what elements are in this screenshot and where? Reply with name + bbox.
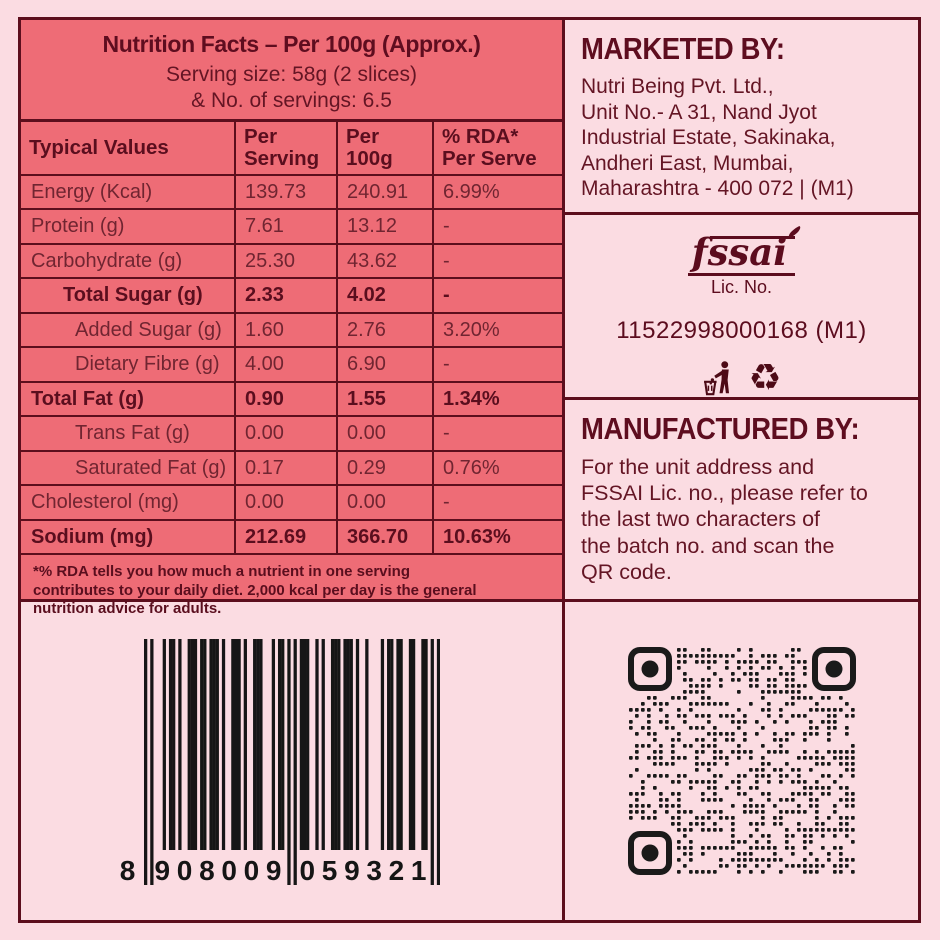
- rda-value: 6.99%: [432, 175, 562, 209]
- fssai-logo: fssai: [687, 233, 796, 276]
- table-row: Added Sugar (g) 1.60 2.76 3.20%: [21, 311, 562, 347]
- tidy-man-icon: [704, 361, 730, 396]
- marketed-by-box: MARKETED BY: Nutri Being Pvt. Ltd., Unit…: [562, 17, 921, 215]
- nutrition-header: Nutrition Facts – Per 100g (Approx.) Ser…: [21, 20, 562, 119]
- per-serving-value: 2.33: [234, 279, 336, 312]
- nutrition-title: Nutrition Facts – Per 100g (Approx.): [102, 31, 481, 57]
- per-serving-value: 25.30: [234, 244, 336, 278]
- per-100g-value: 240.91: [336, 175, 432, 209]
- per-100g-value: 43.62: [336, 244, 432, 278]
- marketed-by-address: Nutri Being Pvt. Ltd., Unit No.- A 31, N…: [581, 75, 854, 201]
- per-100g-value: 4.02: [336, 279, 432, 312]
- recycle-icon: ♻: [748, 356, 782, 400]
- per-100g-value: 0.29: [336, 451, 432, 485]
- barcode-first-digit: 8: [119, 855, 136, 886]
- nutrition-table-header: Typical Values Per Serving Per 100g % RD…: [21, 118, 562, 174]
- table-row: Trans Fat (g) 0.00 0.00-: [21, 415, 562, 450]
- rda-value: -: [432, 486, 562, 519]
- row-label: Dietary Fibre (g): [75, 353, 220, 375]
- manufactured-by-box: MANUFACTURED BY: For the unit address an…: [562, 397, 921, 602]
- nutrition-facts-panel: Nutrition Facts – Per 100g (Approx.) Ser…: [18, 17, 565, 617]
- per-serving-value: 0.90: [234, 382, 336, 416]
- rda-value: 3.20%: [432, 313, 562, 347]
- table-row: Protein (g) 7.61 13.12-: [21, 208, 562, 243]
- rda-value: -: [432, 417, 562, 450]
- row-label: Cholesterol (mg): [31, 491, 179, 513]
- manufactured-by-title: MANUFACTURED BY:: [581, 412, 860, 446]
- rda-footnote: *% RDA tells you how much a nutrient in …: [21, 553, 562, 628]
- per-serving-value: 1.60: [234, 313, 336, 347]
- row-label: Total Sugar (g): [63, 284, 203, 306]
- per-100g-value: 0.00: [336, 486, 432, 519]
- nutrition-table-body: Energy (Kcal) 139.73 240.91 6.99% Protein (g…: [21, 173, 562, 554]
- fssai-logo-text: fssai: [687, 233, 796, 276]
- per-serving-value: 0.00: [234, 486, 336, 519]
- column-header-per-100g: Per 100g: [336, 121, 432, 174]
- row-label: Added Sugar (g): [75, 318, 222, 341]
- rda-value: -: [432, 279, 562, 312]
- qr-code: [627, 647, 856, 875]
- table-row: Cholesterol (mg) 0.00 0.00-: [21, 484, 562, 519]
- rda-value: -: [432, 210, 562, 243]
- per-serving-value: 0.17: [234, 451, 336, 485]
- fssai-lic-number: 11522998000168 (M1): [616, 316, 867, 344]
- row-label: Carbohydrate (g): [31, 249, 183, 272]
- table-row: Dietary Fibre (g) 4.00 6.90-: [21, 346, 562, 381]
- table-row: Saturated Fat (g) 0.17 0.29 0.76%: [21, 449, 562, 485]
- table-row: Total Sugar (g) 2.33 4.02-: [21, 277, 562, 312]
- per-100g-value: 2.76: [336, 313, 432, 347]
- eco-icons-row: ♻: [565, 359, 918, 397]
- rda-value: -: [432, 244, 562, 278]
- per-serving-value: 7.61: [234, 210, 336, 243]
- per-serving-value: 212.69: [234, 520, 336, 554]
- nutrition-table: Typical Values Per Serving Per 100g % RD…: [21, 118, 562, 629]
- per-serving-value: 139.73: [234, 175, 336, 209]
- column-header-typical-values: Typical Values: [29, 135, 169, 159]
- rda-value: -: [432, 348, 562, 381]
- row-label: Protein (g): [31, 215, 125, 237]
- serving-size-line: Serving size: 58g (2 slices): [166, 63, 417, 86]
- table-row: Total Fat (g) 0.90 1.55 1.34%: [21, 380, 562, 416]
- manufactured-by-text: For the unit address and FSSAI Lic. no.,…: [581, 455, 868, 584]
- rda-value: 10.63%: [432, 520, 562, 554]
- row-label: Sodium (mg): [31, 525, 154, 548]
- fssai-box: fssai Lic. No. 11522998000168 (M1) ♻: [562, 212, 921, 400]
- table-row: Sodium (mg) 212.69 366.70 10.63%: [21, 518, 562, 554]
- qr-code-box: [562, 599, 921, 923]
- per-serving-value: 0.00: [234, 417, 336, 450]
- row-label: Energy (Kcal): [31, 180, 153, 203]
- rda-value: 1.34%: [432, 382, 562, 416]
- servings-count-line: & No. of servings: 6.5: [191, 89, 392, 113]
- rda-value: 0.76%: [432, 451, 562, 485]
- barcode-bars: [143, 639, 440, 885]
- table-row: Energy (Kcal) 139.73 240.91 6.99%: [21, 173, 562, 209]
- column-header-rda: % RDA* Per Serve: [432, 121, 562, 174]
- fssai-lic-label: Lic. No.: [710, 276, 773, 297]
- row-label: Total Fat (g): [31, 387, 144, 410]
- per-100g-value: 1.55: [336, 382, 432, 416]
- per-100g-value: 13.12: [336, 210, 432, 243]
- row-label: Trans Fat (g): [75, 422, 190, 444]
- per-100g-value: 6.90: [336, 348, 432, 381]
- per-100g-value: 366.70: [336, 520, 432, 554]
- column-header-per-serving: Per Serving: [234, 121, 336, 174]
- table-row: Carbohydrate (g) 25.30 43.62-: [21, 242, 562, 278]
- per-100g-value: 0.00: [336, 417, 432, 450]
- marketed-by-title: MARKETED BY:: [581, 32, 785, 66]
- per-serving-value: 4.00: [234, 348, 336, 381]
- row-label: Saturated Fat (g): [75, 456, 227, 479]
